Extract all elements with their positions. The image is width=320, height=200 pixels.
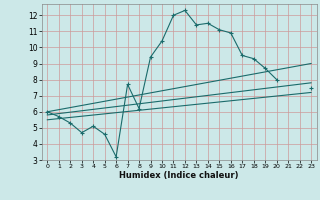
X-axis label: Humidex (Indice chaleur): Humidex (Indice chaleur) xyxy=(119,171,239,180)
